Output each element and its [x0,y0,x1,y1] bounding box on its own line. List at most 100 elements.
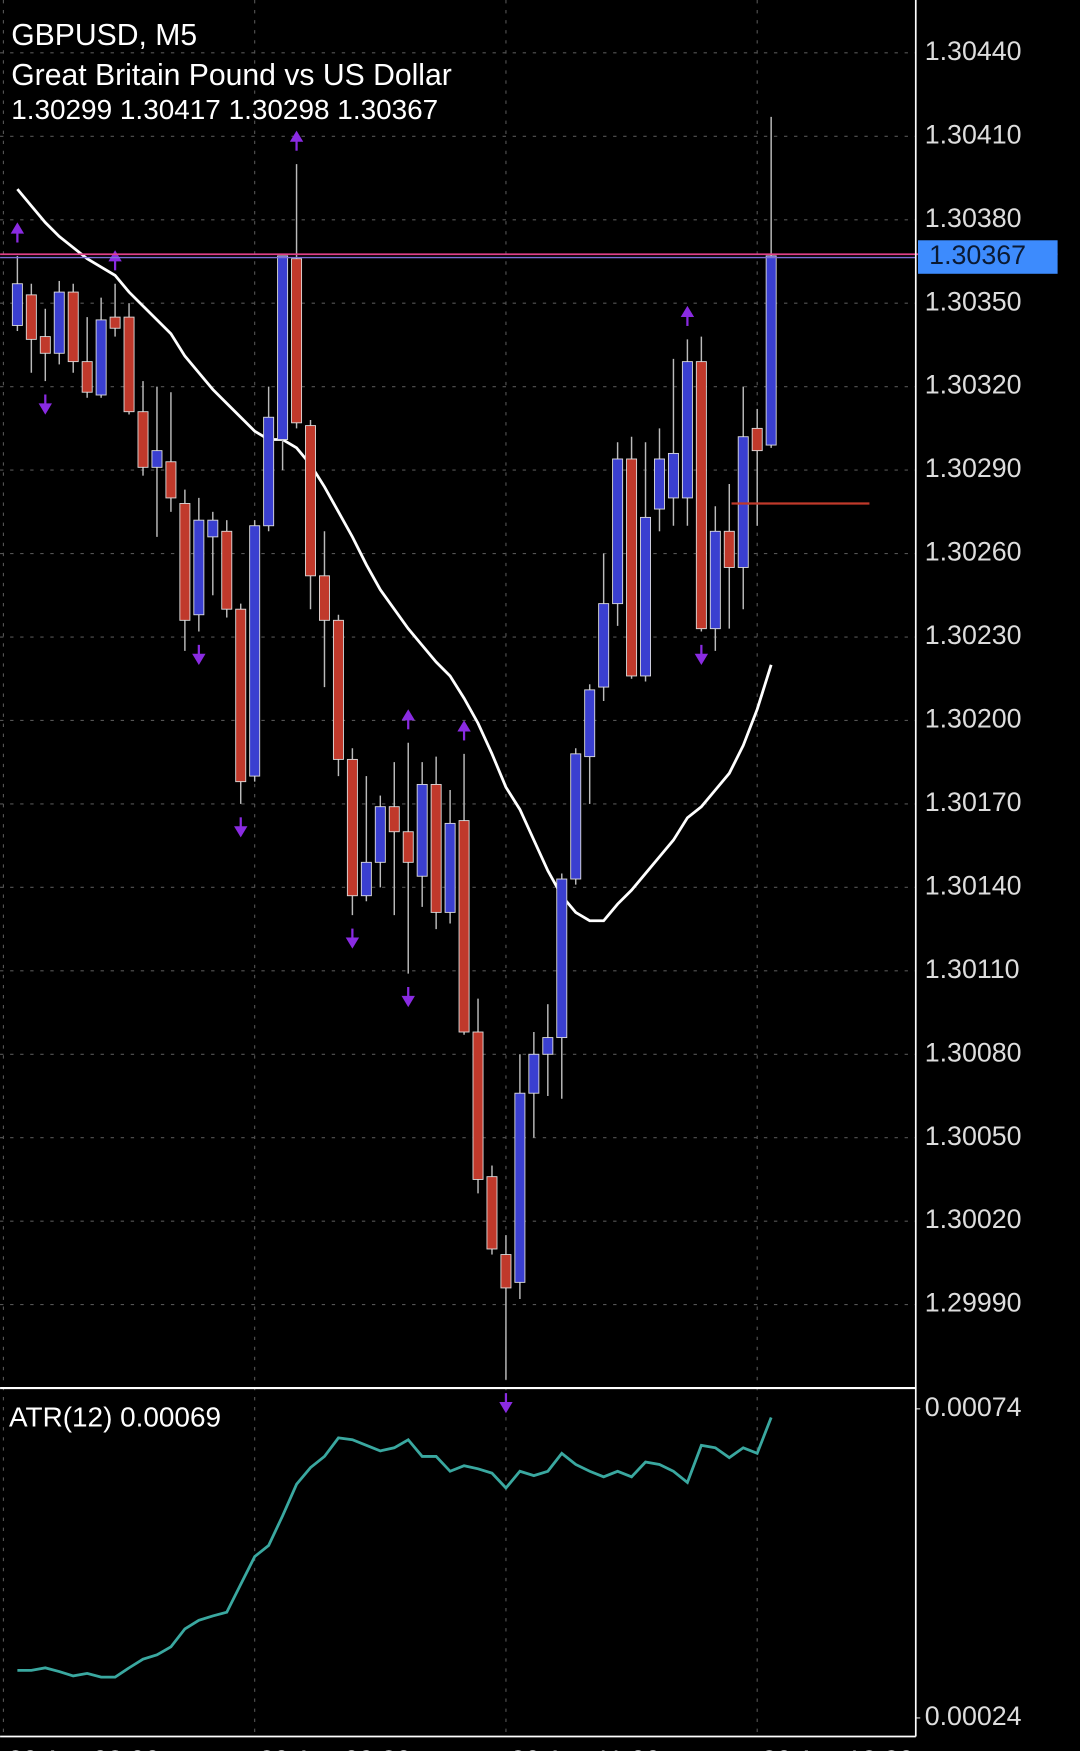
y-tick-label: 0.00074 [925,1392,1022,1422]
fractal-down [192,644,206,665]
candle-body [737,436,749,568]
candle-body [81,361,93,393]
candle-body [751,427,763,452]
y-tick-label: 1.29990 [925,1288,1022,1318]
fractal-down [401,986,415,1008]
y-tick-label: 1.30410 [925,119,1022,149]
x-tick-label: 20 Apr 12:30 [762,1745,914,1751]
ohlc-open: 1.30299 [11,94,112,125]
x-tick-label: 20 Apr 09:30 [259,1745,411,1751]
candle-body [528,1053,540,1094]
fractal-head [108,250,122,262]
candle-body [95,319,107,396]
candle-body [263,416,275,527]
fractal-down [499,1393,513,1414]
candle-body [640,516,652,677]
candle-body [458,820,470,1033]
candle-body [221,530,233,610]
ohlc-low: 1.30298 [229,94,330,125]
fractal-up [457,720,471,741]
candle-body [695,361,707,630]
x-tick-label: 20 Apr 11:00 [510,1745,660,1751]
candle-body [346,758,358,897]
candle-body [486,1176,498,1250]
candle-body [39,336,51,354]
y-tick-label: 1.30200 [925,704,1022,734]
fractal-head [694,653,709,665]
candle-body [11,283,23,326]
candle-body [291,258,303,424]
candle-body [598,603,610,688]
fractal-up [680,305,695,326]
fractal-up [10,222,25,243]
fractal-head [38,403,52,415]
y-tick-label: 1.30050 [925,1121,1022,1151]
candle-body [193,519,205,616]
candle-body [514,1092,526,1283]
candle-body [584,689,596,758]
candle-body [151,450,163,468]
y-tick-label: 1.30320 [925,370,1022,400]
candle-body [500,1254,512,1289]
candle-body [416,783,428,877]
y-tick-label: 1.30260 [925,537,1022,567]
candle-body [123,316,135,413]
y-tick-label: 1.30020 [925,1204,1022,1234]
candle-body [207,519,219,538]
candle-body [53,291,65,354]
y-tick-label: 1.30080 [925,1037,1022,1067]
candle-body [109,316,121,329]
x-tick-label: 20 Apr 08:00 [8,1745,160,1751]
candle-body [402,831,414,863]
price-box-label: 1.30367 [929,240,1026,270]
fractal-down [38,394,52,415]
candle-body [542,1037,554,1055]
candle-body [25,294,37,340]
candle-body [472,1031,484,1180]
fractal-head [192,653,206,665]
candle-body [249,525,261,777]
y-tick-label: 1.30230 [925,620,1022,650]
candle-body [277,255,289,440]
candle-body [654,458,665,510]
candle-body [165,461,177,499]
candle-body [374,806,386,863]
candle-body [235,608,247,783]
fractal-head [499,1402,513,1414]
fractal-head [289,130,304,142]
candle-body [388,806,400,833]
ohlc-close: 1.30367 [337,94,438,125]
y-tick-label: 1.30290 [925,453,1022,483]
fractal-up [108,250,122,271]
mark-layer [0,116,1058,1679]
atr-line [17,1416,773,1679]
grid-layer [0,0,921,1737]
candle-body [67,291,79,363]
fractal-head [680,305,695,318]
fractal-down [694,644,709,665]
fractal-head [10,222,25,234]
y-tick-label: 1.30170 [925,787,1022,817]
fractal-down [234,817,248,838]
fractal-up [289,130,304,151]
candle-body [305,425,316,577]
fractal-head [457,720,471,732]
candle-body [556,878,568,1039]
candle-body [681,361,693,499]
candle-body [709,530,721,630]
candle-body [430,783,442,913]
candle-body [612,458,624,605]
candle-body [570,753,582,880]
y-tick-label: 1.30140 [925,870,1022,900]
fractal-head [401,709,415,721]
fractal-head [234,826,248,838]
y-tick-label: 1.30350 [925,286,1022,316]
candle-body [444,822,456,913]
moving-average [16,188,773,923]
candle-body [179,503,191,621]
candle-body [332,619,344,760]
ohlc-high: 1.30417 [120,94,221,125]
candle-body [626,458,638,677]
